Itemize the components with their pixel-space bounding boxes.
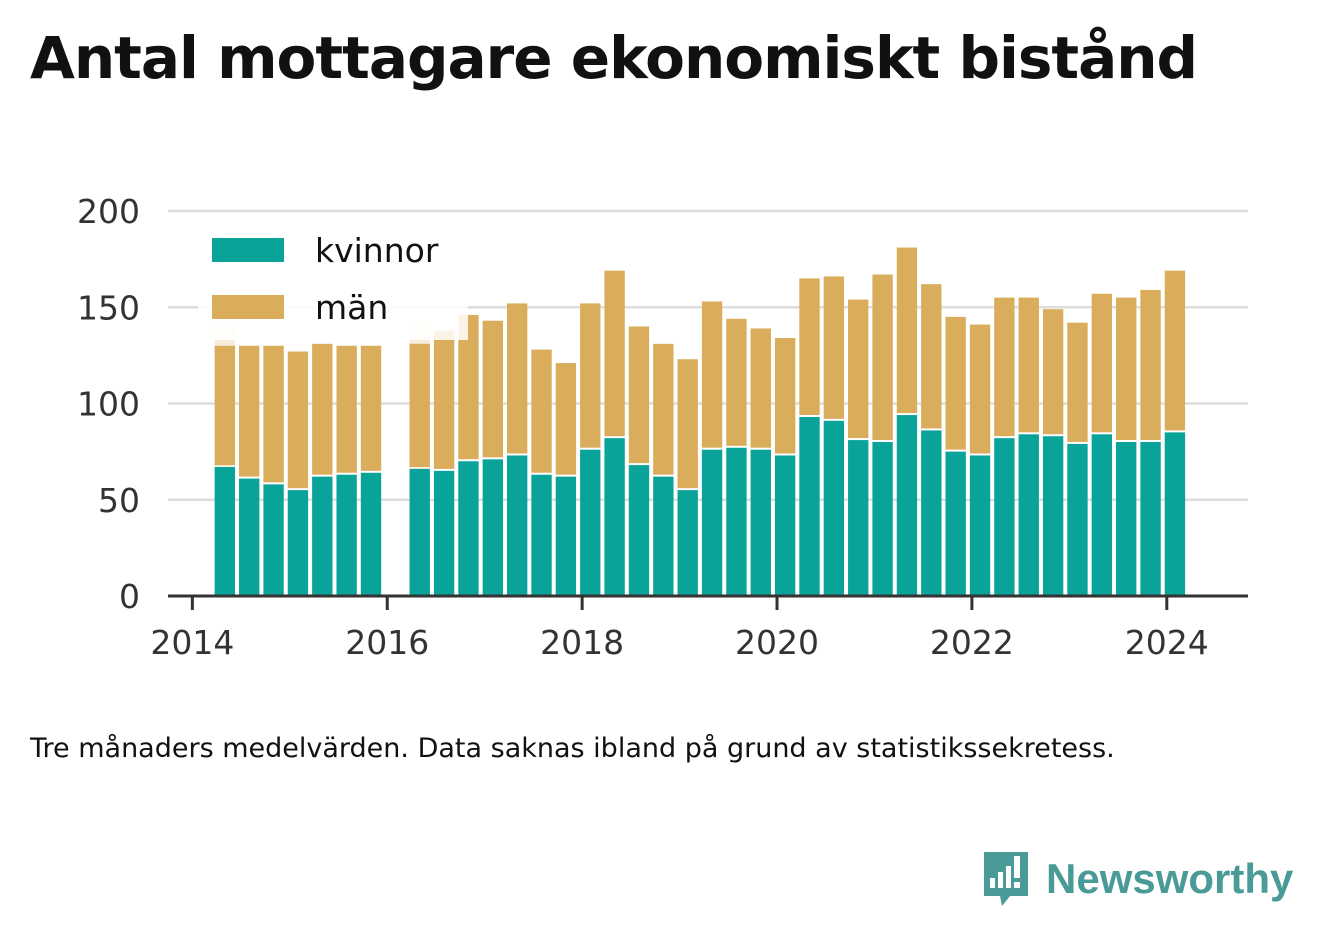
- bar-man: [872, 274, 893, 440]
- bar-kvinnor: [1091, 434, 1113, 596]
- bar-man: [287, 351, 309, 489]
- y-tick-label: 200: [77, 192, 140, 231]
- bar-kvinnor: [799, 416, 820, 596]
- bar-kvinnor: [1067, 443, 1088, 596]
- x-tick-label: 2014: [150, 623, 234, 662]
- bar-kvinnor: [677, 490, 698, 596]
- y-tick-label: 100: [77, 385, 140, 424]
- bar-kvinnor: [653, 476, 674, 596]
- bar-kvinnor: [1164, 432, 1186, 596]
- bar-kvinnor: [214, 467, 236, 596]
- chart-title: Antal mottagare ekonomiskt bistånd: [30, 24, 1198, 92]
- y-tick-label: 50: [98, 481, 140, 520]
- x-tick-label: 2018: [540, 623, 624, 662]
- x-tick-label: 2020: [735, 623, 819, 662]
- bar-kvinnor: [506, 455, 528, 596]
- legend-swatch: [212, 295, 284, 319]
- bar-kvinnor: [433, 470, 455, 596]
- bar-kvinnor: [409, 468, 430, 596]
- bar-man: [604, 270, 625, 437]
- y-tick-label: 150: [77, 288, 140, 327]
- bar-man: [409, 343, 430, 467]
- bar-man: [653, 343, 674, 475]
- bar-kvinnor: [1042, 436, 1064, 596]
- newsworthy-logo: Newsworthy: [980, 848, 1293, 910]
- bar-man: [1164, 270, 1186, 431]
- bar-man: [823, 276, 845, 419]
- bar-kvinnor: [701, 449, 723, 596]
- bar-man: [750, 328, 771, 448]
- bar-man: [482, 320, 503, 458]
- bar-man: [1140, 289, 1161, 440]
- bar-kvinnor: [531, 474, 552, 596]
- bar-man: [677, 359, 698, 489]
- bar-man: [896, 247, 918, 414]
- bar-kvinnor: [482, 459, 503, 596]
- stacked-bar-chart: 0 50 100 150 200 2014 2016 2018 2020 2022 2024 kvin…: [77, 192, 1248, 662]
- x-tick-label: 2016: [345, 623, 429, 662]
- bar-kvinnor: [458, 461, 479, 596]
- bar-man: [580, 303, 601, 448]
- bar-kvinnor: [287, 490, 309, 596]
- legend-swatch: [212, 238, 284, 262]
- bar-man: [774, 338, 796, 454]
- bar-kvinnor: [896, 415, 918, 596]
- bar-man: [1042, 309, 1064, 435]
- bar-man: [1018, 297, 1039, 433]
- legend-label: män: [315, 288, 388, 327]
- brand-name: Newsworthy: [1046, 855, 1294, 902]
- bar-kvinnor: [312, 476, 333, 596]
- x-tick-label: 2022: [930, 623, 1014, 662]
- bar-kvinnor: [1140, 442, 1161, 596]
- chart-footnote: Tre månaders medelvärden. Data saknas ib…: [30, 733, 1115, 764]
- bar-kvinnor: [239, 478, 260, 596]
- legend-label: kvinnor: [315, 231, 439, 270]
- bar-man: [1116, 297, 1137, 440]
- bar-man: [921, 284, 942, 429]
- bar-man: [799, 278, 820, 415]
- bar-man: [555, 363, 577, 475]
- bar-kvinnor: [872, 442, 893, 596]
- bar-man: [458, 314, 479, 460]
- x-tick-label: 2024: [1125, 623, 1209, 662]
- bar-man: [1091, 293, 1113, 433]
- bar-man: [945, 316, 966, 450]
- bar-man: [1067, 322, 1088, 442]
- bar-kvinnor: [604, 438, 625, 596]
- bar-man: [433, 330, 455, 469]
- bar-kvinnor: [994, 438, 1015, 596]
- bar-kvinnor: [1018, 434, 1039, 596]
- bar-chart-speech-bubble-icon: [984, 852, 1028, 906]
- bar-kvinnor: [1116, 442, 1137, 596]
- bar-man: [848, 299, 869, 439]
- bar-kvinnor: [921, 430, 942, 596]
- bar-kvinnor: [823, 420, 845, 596]
- bar-man: [994, 297, 1015, 437]
- bar-man: [360, 345, 382, 471]
- bar-man: [531, 349, 552, 473]
- bar-kvinnor: [945, 451, 966, 596]
- bar-kvinnor: [726, 447, 747, 596]
- bar-man: [312, 343, 333, 475]
- bar-man: [628, 326, 650, 464]
- bar-man: [506, 303, 528, 454]
- bar-kvinnor: [774, 455, 796, 596]
- bar-kvinnor: [555, 476, 577, 596]
- bar-kvinnor: [580, 449, 601, 596]
- bar-kvinnor: [336, 474, 357, 596]
- bar-man: [263, 345, 284, 483]
- bar-kvinnor: [750, 449, 771, 596]
- bar-kvinnor: [360, 472, 382, 596]
- bar-man: [239, 345, 260, 477]
- y-tick-label: 0: [119, 577, 140, 616]
- bar-man: [336, 345, 357, 473]
- bar-man: [214, 345, 236, 466]
- bar-kvinnor: [848, 440, 869, 596]
- bar-kvinnor: [969, 455, 991, 596]
- bar-man: [969, 324, 991, 454]
- bar-man: [701, 301, 723, 448]
- bar-man: [726, 318, 747, 446]
- bar-kvinnor: [263, 484, 284, 596]
- bar-kvinnor: [628, 465, 650, 596]
